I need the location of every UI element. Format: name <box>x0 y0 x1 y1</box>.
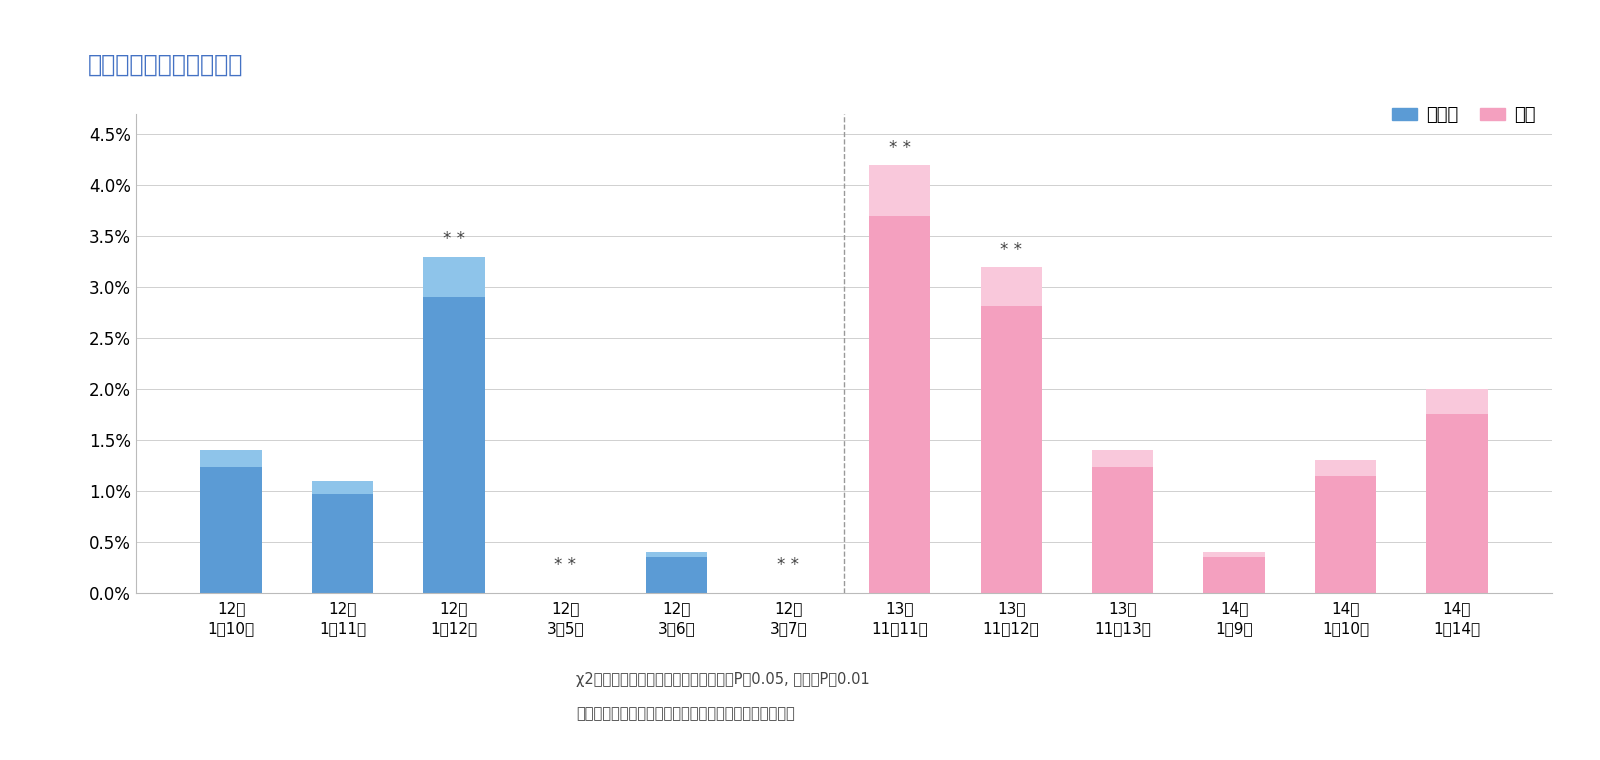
Text: * *: * * <box>778 556 800 575</box>
Bar <box>312 481 373 494</box>
Bar <box>869 217 930 593</box>
Bar <box>981 267 1042 306</box>
Text: * *: * * <box>1000 241 1022 258</box>
Bar <box>424 297 485 593</box>
Text: * *: * * <box>888 139 910 157</box>
Bar <box>1426 413 1488 593</box>
Bar <box>869 165 930 217</box>
Bar <box>1426 389 1488 413</box>
Bar <box>1315 461 1376 477</box>
Text: * *: * * <box>443 230 466 249</box>
Bar <box>1091 450 1154 467</box>
Bar <box>1203 552 1264 557</box>
Bar <box>200 450 262 467</box>
Legend: 観賞魚, 金魚: 観賞魚, 金魚 <box>1384 99 1542 131</box>
Bar <box>646 557 707 593</box>
Text: 「指差し」行動の発生率: 「指差し」行動の発生率 <box>88 53 243 78</box>
Bar <box>1315 477 1376 593</box>
Text: χ2検定、および残差分析の結果　＊：P＜0.05, ＊＊：P＜0.01: χ2検定、および残差分析の結果 ＊：P＜0.05, ＊＊：P＜0.01 <box>576 672 870 687</box>
Text: * *: * * <box>554 556 576 575</box>
Bar <box>1091 467 1154 593</box>
Bar <box>981 306 1042 593</box>
Bar <box>646 552 707 557</box>
Bar <box>424 257 485 297</box>
Bar <box>1203 557 1264 593</box>
Bar <box>200 467 262 593</box>
Text: データ提供：生活の中のアクアリウムの効果研究チーム: データ提供：生活の中のアクアリウムの効果研究チーム <box>576 706 795 721</box>
Bar <box>312 494 373 593</box>
